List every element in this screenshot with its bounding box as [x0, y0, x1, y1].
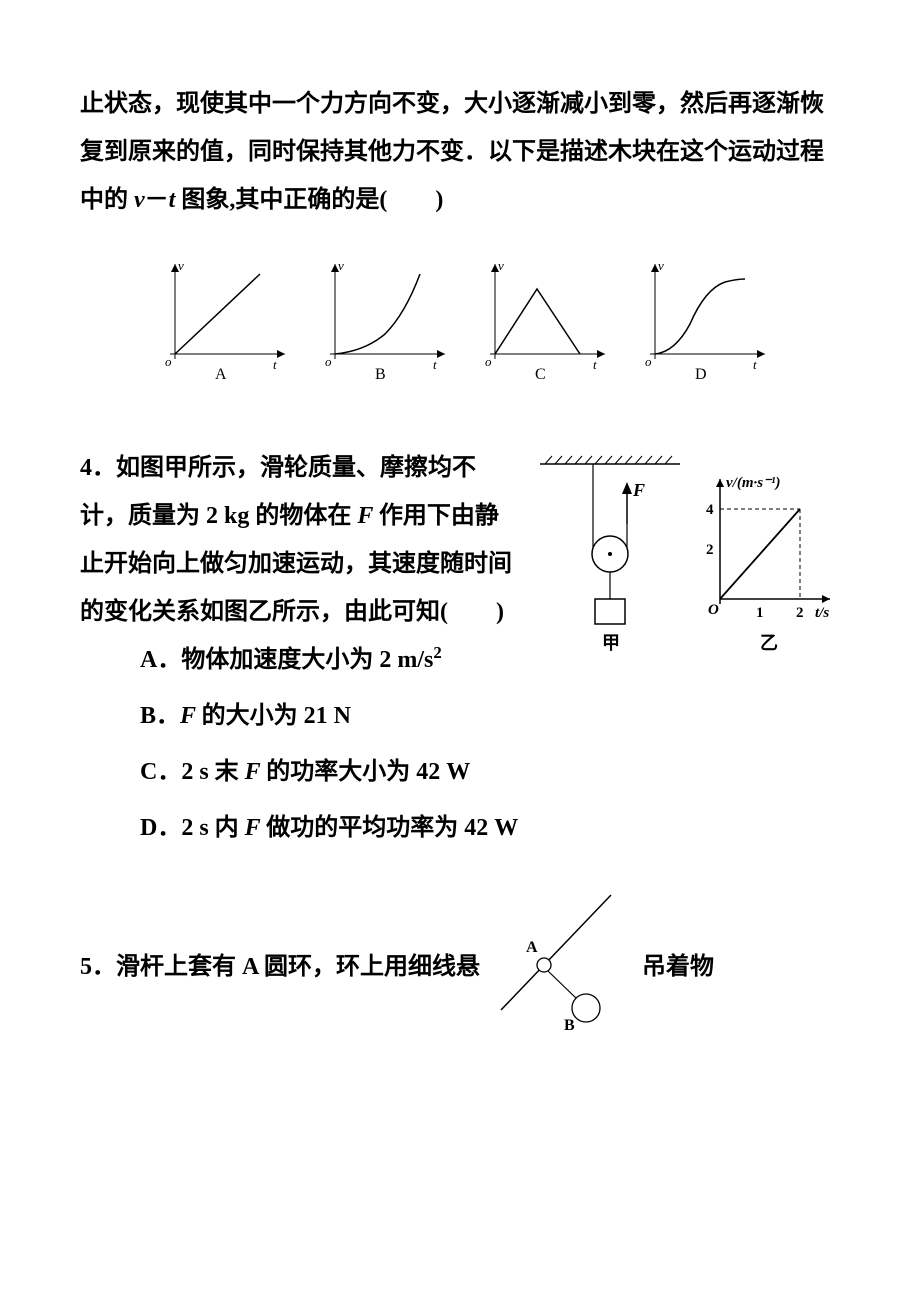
q5-post: 吊着物 — [642, 954, 714, 980]
graph-a-yaxis: v — [178, 258, 184, 273]
graph-b: o v t B — [305, 254, 455, 384]
graph-d-origin: o — [645, 354, 652, 369]
q5-block: 5．滑杆上套有 A 圆环，环上用细线悬 A B 吊着物 — [80, 890, 840, 1047]
graph-b-label: B — [375, 366, 386, 383]
q4-optB-F: F — [180, 703, 202, 729]
q3-dash: － — [145, 187, 169, 213]
q4-optC-post: 的功率大小为 42 W — [266, 759, 470, 785]
graph-b-yaxis: v — [338, 258, 344, 273]
graph-a-origin: o — [165, 354, 172, 369]
q4-block: F 甲 v/(m·s⁻¹) t/s O 2 4 — [80, 444, 840, 860]
q4-figure: F 甲 v/(m·s⁻¹) t/s O 2 4 — [530, 444, 840, 691]
q4-ytick-2: 2 — [706, 542, 714, 558]
graph-c-yaxis: v — [498, 258, 504, 273]
graph-a-xaxis: t — [273, 357, 277, 372]
graph-b-xaxis: t — [433, 357, 437, 372]
q4-xtick-1: 1 — [756, 605, 764, 621]
q4-optD-F: F — [245, 815, 267, 841]
graph-d-xaxis: t — [753, 357, 757, 372]
q5-num: 5． — [80, 954, 116, 980]
graph-d-yaxis: v — [658, 258, 664, 273]
q5-labelB: B — [564, 1017, 575, 1030]
q4-caption-right: 乙 — [760, 633, 778, 653]
q5-labelA: A — [526, 939, 538, 956]
q4-optA-text: A．物体加速度大小为 2 m/s — [140, 647, 433, 673]
q4-optB-pre: B． — [140, 703, 180, 729]
q4-F: F — [357, 503, 379, 529]
q4-optC: C．2 s 末 F 的功率大小为 42 W — [140, 748, 840, 796]
q4-optC-pre: C．2 s 末 — [140, 759, 245, 785]
q5-figure: A B — [486, 890, 636, 1047]
q4-xlabel: t/s — [815, 605, 829, 621]
q4-origin: O — [708, 602, 719, 618]
q5-pre: 滑杆上套有 A 圆环，环上用细线悬 — [116, 954, 480, 980]
q4-ylabel: v/(m·s⁻¹) — [726, 475, 781, 491]
q4-optC-F: F — [245, 759, 267, 785]
q4-caption-left: 甲 — [602, 633, 620, 653]
q3-var-v: v — [134, 187, 145, 213]
q4-xtick-2: 2 — [796, 605, 804, 621]
graph-d-label: D — [695, 366, 707, 383]
q4-num: 4． — [80, 455, 116, 481]
q4-optD-pre: D．2 s 内 — [140, 815, 245, 841]
graph-a: o v t A — [145, 254, 295, 384]
q3-stem: 止状态，现使其中一个力方向不变，大小逐渐减小到零，然后再逐渐恢复到原来的值，同时… — [80, 80, 840, 224]
q4-optD-post: 做功的平均功率为 42 W — [266, 815, 518, 841]
graph-a-label: A — [215, 366, 227, 383]
graph-d: o v t D — [625, 254, 775, 384]
graph-c-label: C — [535, 366, 546, 383]
q3-text-2: 图象,其中正确的是( ) — [175, 187, 443, 213]
graph-c-xaxis: t — [593, 357, 597, 372]
q4-optB-post: 的大小为 21 N — [202, 703, 351, 729]
q4-optA-sup: 2 — [433, 643, 441, 662]
q4-optB: B．F 的大小为 21 N — [140, 692, 840, 740]
q3-graphs: o v t A o v t B o v t C o v t D — [80, 254, 840, 384]
graph-c: o v t C — [465, 254, 615, 384]
q4-F-label: F — [632, 480, 645, 500]
q4-optD: D．2 s 内 F 做功的平均功率为 42 W — [140, 804, 840, 852]
graph-c-origin: o — [485, 354, 492, 369]
q4-ytick-4: 4 — [706, 502, 714, 518]
graph-b-origin: o — [325, 354, 332, 369]
